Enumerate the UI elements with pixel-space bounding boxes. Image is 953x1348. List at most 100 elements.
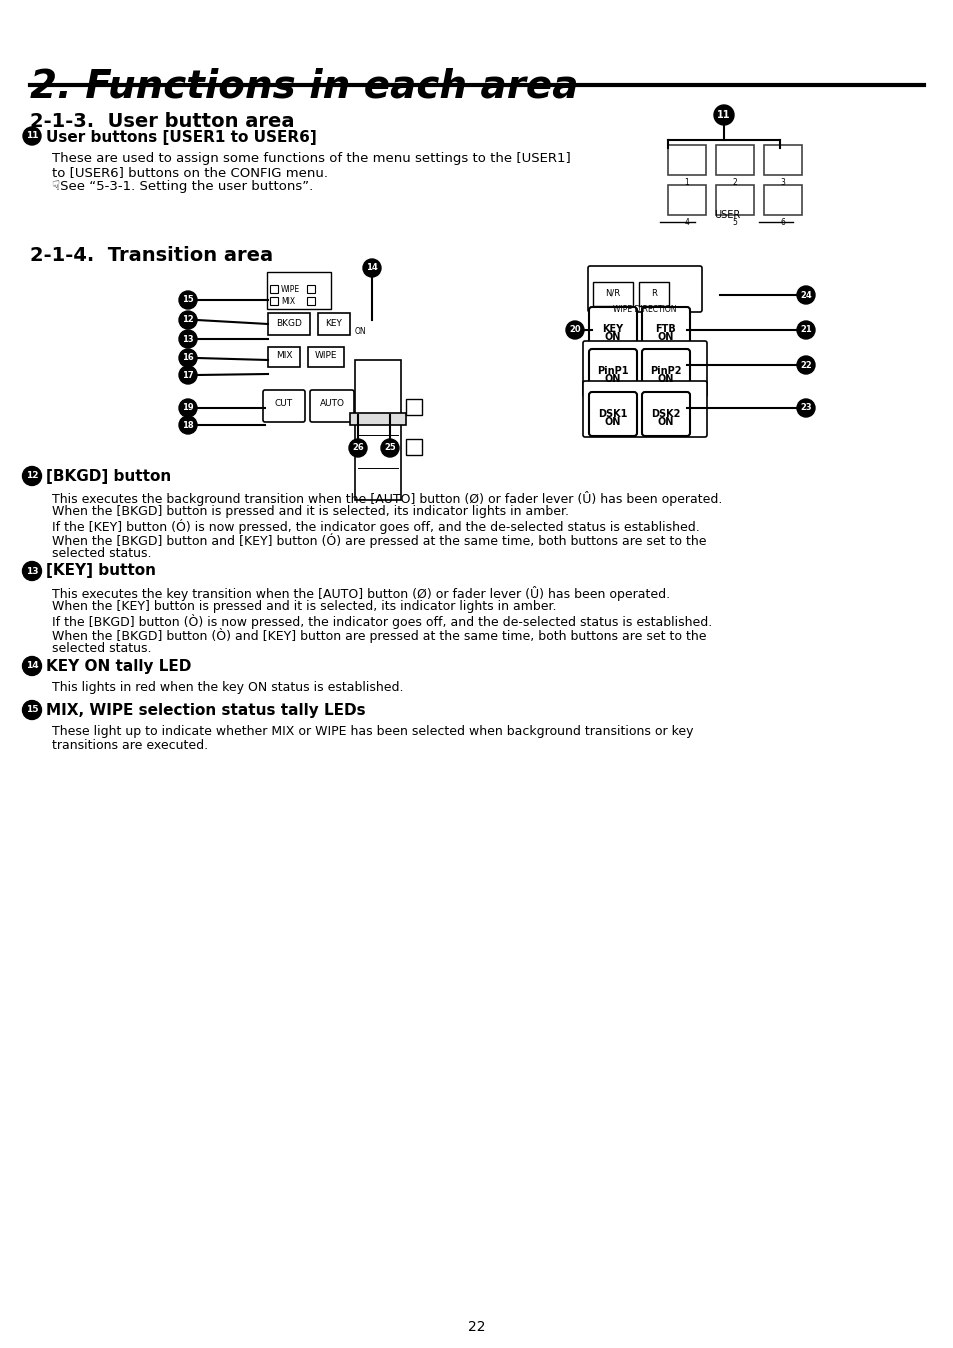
Text: ON: ON — [604, 417, 620, 427]
Text: USER: USER — [713, 210, 740, 220]
Text: When the [BKGD] button and [KEY] button (Ó) are pressed at the same time, both b: When the [BKGD] button and [KEY] button … — [52, 532, 706, 549]
Text: ON: ON — [355, 328, 366, 337]
Text: [KEY] button: [KEY] button — [46, 563, 156, 578]
Circle shape — [179, 349, 196, 367]
FancyBboxPatch shape — [307, 284, 314, 293]
Text: ON: ON — [658, 332, 674, 342]
Text: 25: 25 — [384, 443, 395, 453]
Text: selected status.: selected status. — [52, 642, 152, 655]
Text: [BKGD] button: [BKGD] button — [46, 469, 172, 484]
Text: AUTO: AUTO — [319, 399, 344, 408]
Text: CUT: CUT — [274, 399, 293, 408]
FancyBboxPatch shape — [763, 146, 801, 175]
Text: PinP2: PinP2 — [650, 367, 681, 376]
Text: KEY ON tally LED: KEY ON tally LED — [46, 659, 192, 674]
Circle shape — [713, 105, 733, 125]
Text: KEY: KEY — [325, 318, 342, 328]
Circle shape — [23, 127, 41, 146]
Text: This executes the background transition when the [AUTO] button (Ø) or fader leve: This executes the background transition … — [52, 491, 721, 506]
Circle shape — [179, 399, 196, 417]
Text: WIPE: WIPE — [281, 284, 300, 294]
Text: 20: 20 — [569, 325, 580, 334]
FancyBboxPatch shape — [667, 146, 705, 175]
FancyBboxPatch shape — [588, 392, 637, 435]
Text: If the [KEY] button (Ó) is now pressed, the indicator goes off, and the de-selec: If the [KEY] button (Ó) is now pressed, … — [52, 519, 699, 534]
Text: When the [BKGD] button is pressed and it is selected, its indicator lights in am: When the [BKGD] button is pressed and it… — [52, 506, 568, 518]
Circle shape — [380, 439, 398, 457]
Text: When the [KEY] button is pressed and it is selected, its indicator lights in amb: When the [KEY] button is pressed and it … — [52, 600, 556, 613]
Text: BKGD: BKGD — [275, 318, 301, 328]
Text: 14: 14 — [366, 263, 377, 272]
Text: to [USER6] buttons on the CONFIG menu.: to [USER6] buttons on the CONFIG menu. — [52, 166, 328, 179]
Text: selected status.: selected status. — [52, 547, 152, 559]
FancyBboxPatch shape — [716, 146, 753, 175]
Text: 1: 1 — [684, 178, 689, 187]
FancyBboxPatch shape — [587, 266, 701, 311]
FancyBboxPatch shape — [268, 346, 299, 367]
FancyBboxPatch shape — [588, 349, 637, 394]
Text: 24: 24 — [800, 291, 811, 299]
Text: R: R — [650, 288, 657, 298]
Text: KEY: KEY — [601, 324, 623, 334]
FancyBboxPatch shape — [263, 390, 305, 422]
Text: 13: 13 — [182, 334, 193, 344]
Circle shape — [796, 399, 814, 417]
Text: 13: 13 — [26, 566, 38, 576]
Text: 6: 6 — [780, 218, 784, 226]
Circle shape — [179, 330, 196, 348]
Circle shape — [23, 562, 42, 581]
Text: These light up to indicate whether MIX or WIPE has been selected when background: These light up to indicate whether MIX o… — [52, 725, 693, 737]
Text: 5: 5 — [732, 218, 737, 226]
Circle shape — [179, 417, 196, 434]
Text: MIX: MIX — [281, 297, 294, 306]
Text: FTB: FTB — [655, 324, 676, 334]
Text: ON: ON — [604, 373, 620, 384]
Text: 22: 22 — [800, 360, 811, 369]
FancyBboxPatch shape — [667, 185, 705, 214]
Text: WIPE DIRECTION: WIPE DIRECTION — [613, 306, 676, 314]
FancyBboxPatch shape — [641, 349, 689, 394]
Text: WIPE: WIPE — [314, 350, 337, 360]
FancyBboxPatch shape — [267, 272, 331, 309]
FancyBboxPatch shape — [641, 392, 689, 435]
Text: 22: 22 — [468, 1320, 485, 1335]
Text: 2-1-3.  User button area: 2-1-3. User button area — [30, 112, 294, 131]
Circle shape — [796, 356, 814, 373]
FancyBboxPatch shape — [582, 381, 706, 437]
Text: These are used to assign some functions of the menu settings to the [USER1]: These are used to assign some functions … — [52, 152, 570, 164]
Text: 2. Functions in each area: 2. Functions in each area — [30, 67, 578, 106]
Text: 21: 21 — [800, 325, 811, 334]
Text: 19: 19 — [182, 403, 193, 412]
Text: 12: 12 — [182, 315, 193, 325]
Text: 3: 3 — [780, 178, 784, 187]
Text: 16: 16 — [182, 353, 193, 363]
Text: ON: ON — [604, 332, 620, 342]
FancyBboxPatch shape — [317, 313, 350, 336]
Circle shape — [23, 701, 42, 720]
Circle shape — [796, 286, 814, 305]
Text: N/R: N/R — [605, 288, 619, 298]
Text: This executes the key transition when the [AUTO] button (Ø) or fader lever (Û) h: This executes the key transition when th… — [52, 586, 669, 601]
Circle shape — [565, 321, 583, 338]
FancyBboxPatch shape — [639, 282, 668, 306]
Circle shape — [349, 439, 367, 457]
FancyBboxPatch shape — [763, 185, 801, 214]
Circle shape — [23, 656, 42, 675]
Text: When the [BKGD] button (Ò) and [KEY] button are pressed at the same time, both b: When the [BKGD] button (Ò) and [KEY] but… — [52, 628, 706, 643]
Text: MIX: MIX — [275, 350, 292, 360]
Text: 11: 11 — [26, 132, 38, 140]
FancyBboxPatch shape — [593, 282, 633, 306]
Text: transitions are executed.: transitions are executed. — [52, 739, 208, 752]
FancyBboxPatch shape — [307, 297, 314, 305]
Text: ☟See “5-3-1. Setting the user buttons”.: ☟See “5-3-1. Setting the user buttons”. — [52, 181, 313, 193]
FancyBboxPatch shape — [641, 307, 689, 350]
Text: 15: 15 — [26, 705, 38, 714]
FancyBboxPatch shape — [310, 390, 354, 422]
Text: 12: 12 — [26, 472, 38, 480]
FancyBboxPatch shape — [582, 341, 706, 398]
FancyBboxPatch shape — [355, 360, 400, 500]
Text: DSK1: DSK1 — [598, 408, 627, 419]
Circle shape — [363, 259, 380, 276]
FancyBboxPatch shape — [716, 185, 753, 214]
Text: 4: 4 — [684, 218, 689, 226]
